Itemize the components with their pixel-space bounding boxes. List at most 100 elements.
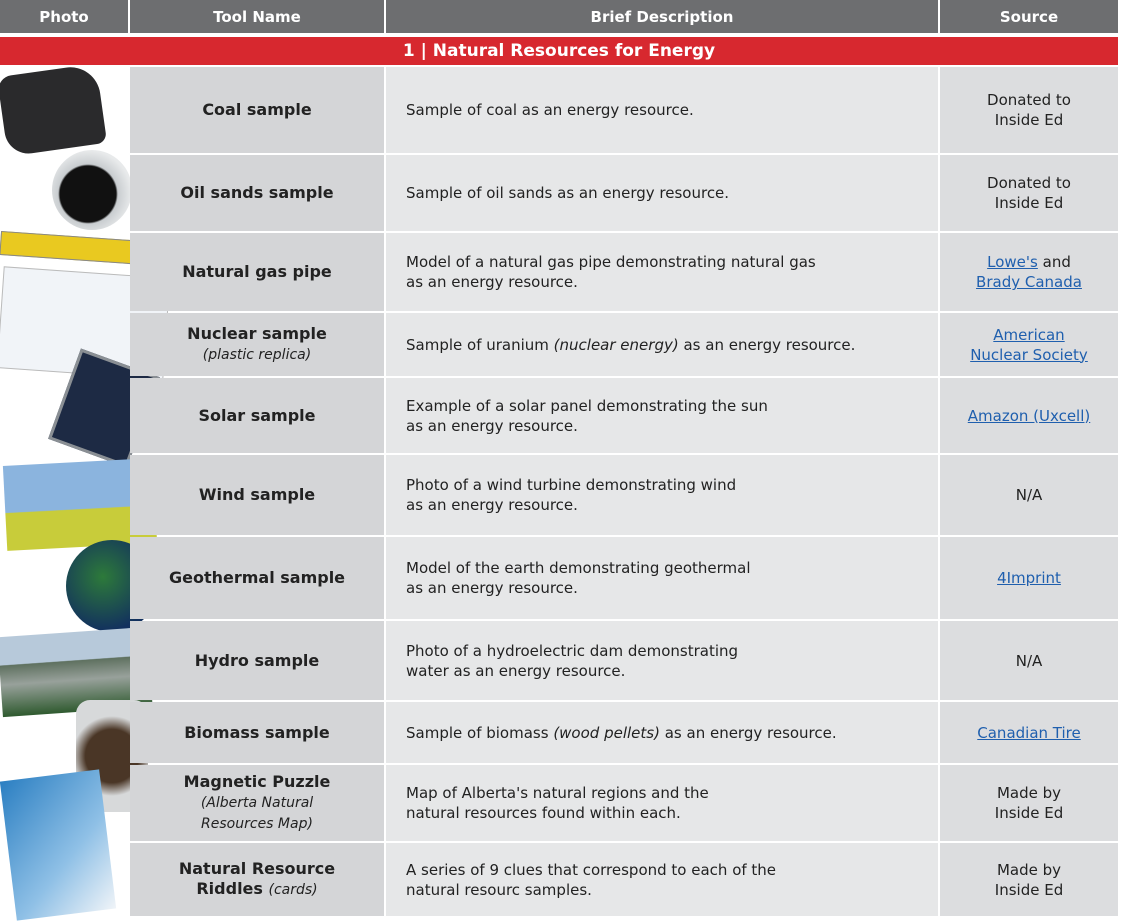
description: Sample of coal as an energy resource. [386,67,938,153]
text: Natural Resource [178,859,336,878]
text: (nuclear energy) [553,335,679,354]
text-line: Model of a natural gas pipe demonstratin… [406,252,938,272]
description: Sample of oil sands as an energy resourc… [386,155,938,231]
source: Canadian Tire [940,702,1118,763]
text-line: Canadian Tire [977,723,1080,743]
text-line: Donated to [987,173,1071,193]
link[interactable]: Nuclear Society [970,345,1088,364]
header-cell: Source [940,0,1118,33]
text-line: Made by [997,860,1061,880]
text-line: American [993,325,1064,345]
text: Model of the earth demonstrating geother… [406,559,751,577]
text: Sample of uranium [406,335,554,354]
text-line: N/A [1016,651,1043,671]
text: as an energy resource. [406,579,578,597]
text-line: Donated to [987,90,1071,110]
text: water as an energy resource. [406,661,626,680]
tool-name: Natural gas pipe [130,233,384,311]
text: natural resources found within each. [406,804,681,822]
text-line: Photo of a wind turbine demonstrating wi… [406,475,938,495]
text-line: Sample of biomass (wood pellets) as an e… [406,723,938,743]
text-line: Natural gas pipe [182,262,332,282]
description: Photo of a hydroelectric dam demonstrati… [386,621,938,700]
text: Biomass sample [184,722,330,742]
tool-name: Solar sample [130,378,384,453]
text-line: natural resourc samples. [406,880,938,900]
description: Example of a solar panel demonstrating t… [386,378,938,453]
text: (wood pellets) [553,723,660,742]
text-line: natural resources found within each. [406,803,938,823]
text: as an energy resource. [406,273,578,291]
text-line: water as an energy resource. [406,661,938,681]
text-line: Nuclear sample [187,324,327,344]
source: Donated to Inside Ed [940,67,1118,153]
text-line: Resources Map) [201,813,313,834]
text-line: Hydro sample [195,651,320,671]
text-line: Inside Ed [995,803,1063,823]
text: Inside Ed [994,111,1064,129]
text: Oil sands sample [180,183,334,202]
text: Made by [996,784,1062,802]
text-line: as an energy resource. [406,578,938,598]
map-photo [0,769,117,921]
source: American Nuclear Society [940,313,1118,376]
text-line: Brady Canada [976,272,1082,292]
text: Inside Ed [994,880,1064,899]
text: as an energy resource. [406,416,578,435]
text-line: Sample of coal as an energy resource. [406,100,938,120]
text: (Alberta Natural [200,795,314,811]
link[interactable]: American [993,325,1065,344]
text-line: A series of 9 clues that correspond to e… [406,860,938,880]
header-cell: Photo [0,0,128,33]
description: Sample of biomass (wood pellets) as an e… [386,702,938,763]
text: Resources Map) [201,816,313,832]
source: Made by Inside Ed [940,843,1118,916]
text-line: Inside Ed [995,110,1063,130]
coal-photo [0,63,108,157]
tool-name: Biomass sample [130,702,384,763]
text: Magnetic Puzzle [183,772,331,791]
tool-name: Geothermal sample [130,537,384,619]
text: (plastic replica) [202,347,312,363]
text-line: Model of the earth demonstrating geother… [406,558,938,578]
text-line: Coal sample [202,100,311,120]
text: Nuclear sample [187,324,327,343]
text: Sample of biomass [406,723,554,742]
text: Map of Alberta's natural regions and the [406,784,709,802]
text-line: Solar sample [198,406,315,426]
text-line: 4Imprint [997,568,1061,588]
text-line: Sample of uranium (nuclear energy) as an… [406,335,938,355]
link[interactable]: Lowe's [987,253,1038,271]
link[interactable]: Amazon (Uxcell) [967,406,1091,425]
text: Donated to [987,174,1071,192]
tool-name: Natural Resource Riddles (cards) [130,843,384,916]
text: as an energy resource. [678,335,856,354]
description: A series of 9 clues that correspond to e… [386,843,938,916]
source: N/A [940,455,1118,535]
description: Map of Alberta's natural regions and the… [386,765,938,841]
text-line: N/A [1016,485,1043,505]
section-title: 1 | Natural Resources for Energy [0,37,1118,65]
link[interactable]: Canadian Tire [977,723,1081,742]
text-line: Natural Resource [179,859,335,879]
link[interactable]: Brady Canada [976,273,1082,291]
source: Donated to Inside Ed [940,155,1118,231]
source: N/A [940,621,1118,700]
link[interactable]: 4Imprint [997,569,1061,587]
text-line: Inside Ed [995,193,1063,213]
tool-name: Hydro sample [130,621,384,700]
text-line: Magnetic Puzzle [184,772,331,792]
text: and [1037,253,1071,271]
text: Example of a solar panel demonstrating t… [406,396,768,415]
text-line: Amazon (Uxcell) [968,406,1091,426]
tool-name: Oil sands sample [130,155,384,231]
tool-name: Coal sample [130,67,384,153]
text: N/A [1015,486,1043,504]
tool-name: Wind sample [130,455,384,535]
text-line: as an energy resource. [406,416,938,436]
text: Model of a natural gas pipe demonstratin… [406,253,816,271]
text-line: Oil sands sample [180,183,333,203]
text-line: Biomass sample [184,723,330,743]
text-line: Sample of oil sands as an energy resourc… [406,183,938,203]
text: Inside Ed [994,194,1064,212]
